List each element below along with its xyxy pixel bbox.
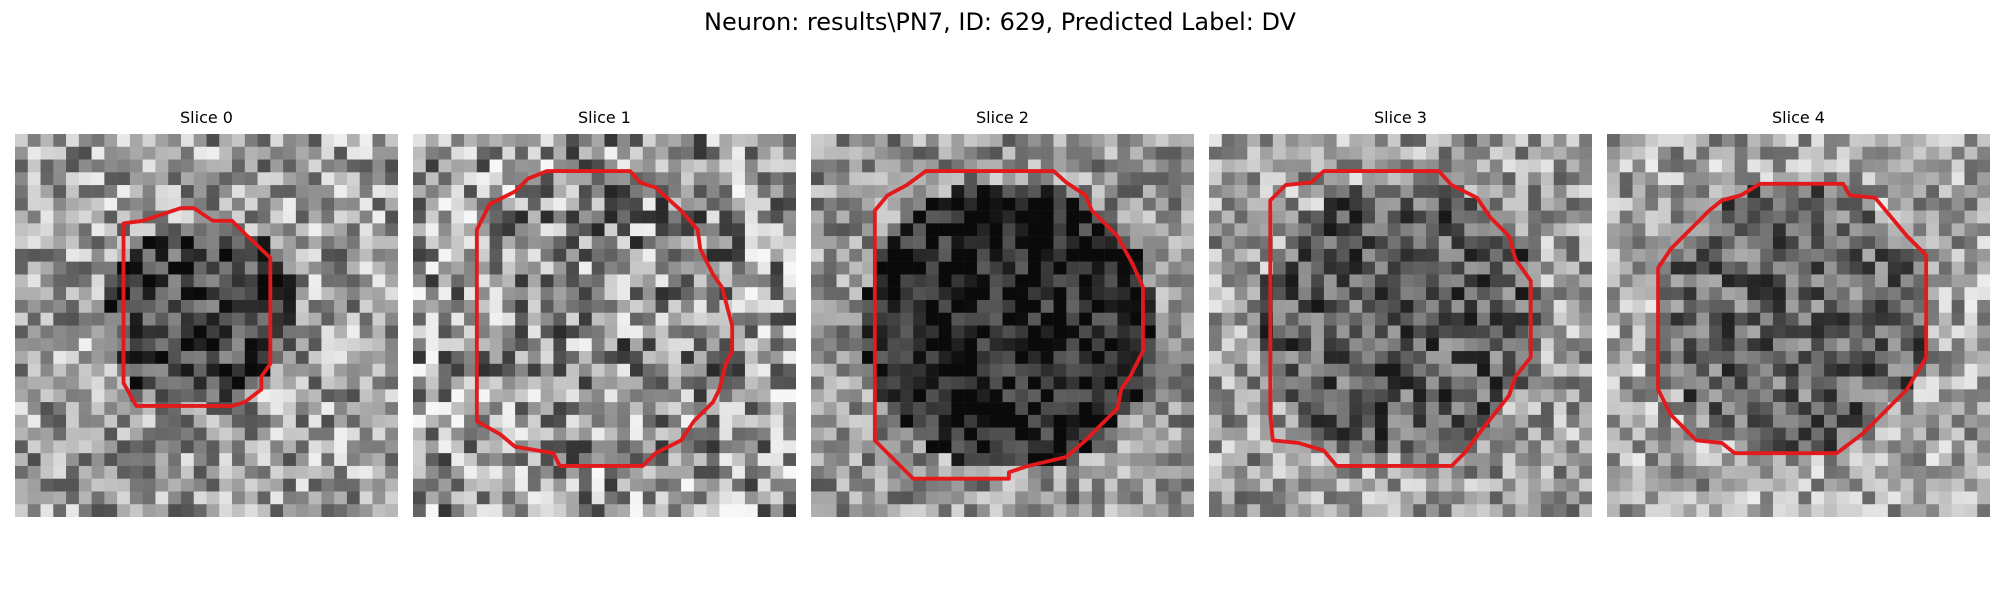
slice-image-4 [1607,134,1990,517]
slice-image-0 [15,134,398,517]
roi-contour-4 [1656,181,1929,456]
slice-image-2 [811,134,1194,517]
slice-image-3 [1209,134,1592,517]
pixel-grid-4 [1607,134,1990,517]
slice-panel-2: Slice 2 [811,108,1194,520]
roi-contour-1 [474,169,735,468]
pixel-grid-3 [1209,134,1592,517]
roi-contour-0 [121,206,273,408]
pixel-grid-1 [413,134,796,517]
slice-panel-4: Slice 4 [1607,108,1990,520]
pixel-grid-2 [811,134,1194,517]
slice-title-1: Slice 1 [578,108,631,127]
slice-panel-3: Slice 3 [1209,108,1592,520]
roi-contour-3 [1268,169,1533,468]
roi-contour-2 [872,169,1145,481]
slice-panel-1: Slice 1 [413,108,796,520]
slice-title-3: Slice 3 [1374,108,1427,127]
slice-title-2: Slice 2 [976,108,1029,127]
slice-title-0: Slice 0 [180,108,233,127]
slice-image-1 [413,134,796,517]
slice-title-4: Slice 4 [1772,108,1825,127]
pixel-grid-0 [15,134,398,517]
figure-title: Neuron: results\PN7, ID: 629, Predicted … [704,8,1296,36]
slice-panel-0: Slice 0 [15,108,398,520]
